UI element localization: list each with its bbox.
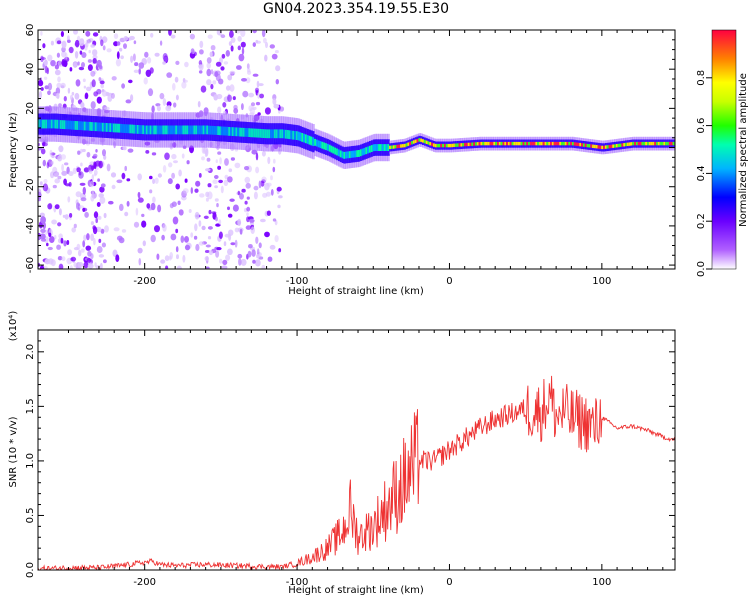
spectrogram-x-tick-label: 100	[592, 276, 611, 287]
spectrogram-x-tick-label: -100	[286, 276, 309, 287]
snr-y-tick-label: 0.5	[25, 508, 36, 524]
spectrogram-y-tick-label: 40	[25, 63, 36, 76]
spectrogram-frame	[37, 29, 676, 270]
colorbar-tick-label: 0.6	[696, 118, 707, 134]
spectrogram-y-tick-label: -20	[25, 179, 36, 195]
colorbar-tick-label: 0.4	[696, 165, 707, 181]
spectrogram-y-tick-label: 20	[25, 102, 36, 115]
spectrogram-y-axis-label: Frequency (Hz)	[8, 112, 19, 188]
colorbar: 0.0 0.2 0.4 0.6 0.8 Normalized spectral ampl…	[696, 29, 749, 277]
colorbar-label: Normalized spectral amplitude	[738, 73, 749, 227]
spectrogram-x-axis-label: Height of straight line (km)	[288, 286, 424, 297]
spectrogram-y-tick-label: -40	[25, 218, 36, 234]
colorbar-tick-label: 0.2	[696, 213, 707, 229]
chart-title: GN04.2023.354.19.55.E30	[262, 1, 450, 17]
spectrogram-ridge	[38, 106, 675, 169]
colorbar-tick-label: 0.0	[696, 261, 707, 277]
snr-line	[38, 375, 675, 570]
spectrogram-x-tick-label: 0	[446, 276, 452, 287]
snr-scale-label: (x10⁴)	[8, 311, 19, 342]
snr-y-tick-label: 2.0	[25, 344, 36, 360]
snr-y-tick-label: 1.0	[25, 453, 36, 469]
snr-x-tick-label: -100	[286, 577, 309, 588]
snr-x-axis-label: Height of straight line (km)	[288, 585, 424, 596]
spectrogram-y-tick-label: 60	[25, 24, 36, 37]
snr-y-tick-label: 0.0	[25, 562, 36, 578]
snr-panel: -200 -100 0 100 0.0 0.5 1.0 1.5 2.0 Height of st…	[8, 311, 676, 596]
colorbar-gradient	[711, 29, 737, 270]
colorbar-tick-label: 0.8	[696, 70, 707, 86]
spectrogram-x-tick-label: -200	[133, 276, 156, 287]
spectrogram-y-tick-label: 0	[25, 144, 36, 150]
snr-x-tick-label: 0	[446, 577, 452, 588]
snr-x-tick-label: -200	[133, 577, 156, 588]
snr-y-axis-label: SNR (10 * v/v)	[8, 416, 19, 487]
spectrogram-y-tick-label: -60	[25, 257, 36, 273]
snr-y-tick-label: 1.5	[25, 398, 36, 414]
snr-x-tick-label: 100	[592, 577, 611, 588]
